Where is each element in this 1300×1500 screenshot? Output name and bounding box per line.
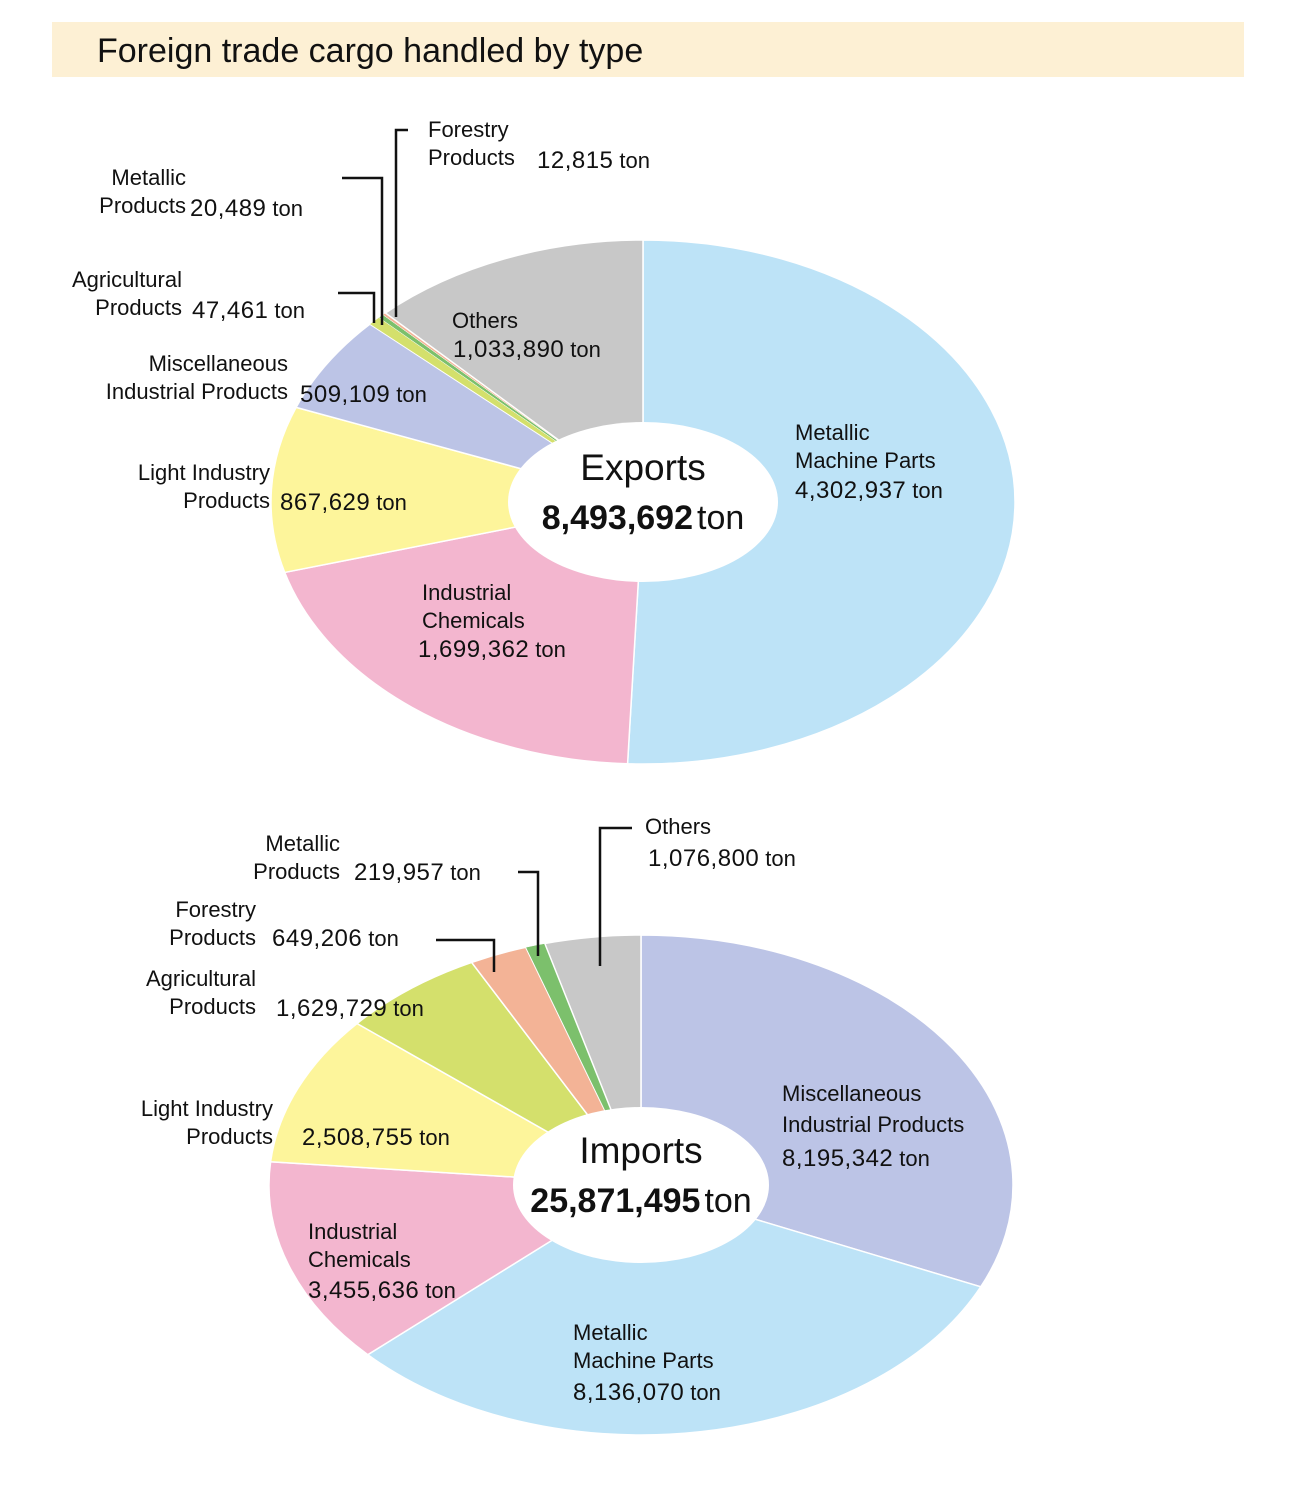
center-total: 8,493,692 ton xyxy=(542,499,745,537)
label-fp: Products xyxy=(169,925,256,950)
label-mp: Metallic xyxy=(265,831,340,856)
label-mp: Products xyxy=(99,193,186,218)
leader-line-fp xyxy=(436,938,496,972)
label-mip: Industrial Products xyxy=(782,1112,964,1137)
value-ag: 47,461 ton xyxy=(192,297,305,324)
label-lip: Products xyxy=(183,488,270,513)
value-mip: 8,195,342 ton xyxy=(782,1145,930,1172)
label-ic: Chemicals xyxy=(422,608,525,633)
value-fp: 649,206 ton xyxy=(272,925,399,952)
label-lip: Light Industry xyxy=(141,1096,273,1121)
value-ag: 1,629,729 ton xyxy=(276,995,424,1022)
leader-line-oth xyxy=(598,826,632,966)
value-lip: 2,508,755 ton xyxy=(302,1124,450,1151)
slice-mmp xyxy=(626,239,1016,765)
donut-hole xyxy=(513,1107,769,1263)
value-fp: 12,815 ton xyxy=(537,147,650,174)
label-fp: Products xyxy=(428,145,515,170)
label-mmp: Metallic xyxy=(795,420,870,445)
label-fp: Forestry xyxy=(175,897,256,922)
label-mmp: Machine Parts xyxy=(573,1348,714,1373)
value-mp: 20,489 ton xyxy=(190,195,303,222)
center-title: Exports xyxy=(580,447,705,488)
value-oth: 1,033,890 ton xyxy=(453,336,601,363)
slice-mmp xyxy=(366,1184,982,1436)
title-banner: Foreign trade cargo handled by type xyxy=(52,22,1244,77)
leader-line-ag xyxy=(338,291,376,323)
value-mmp: 4,302,937 ton xyxy=(795,477,943,504)
label-mmp: Machine Parts xyxy=(795,448,936,473)
value-mp: 219,957 ton xyxy=(354,859,481,886)
center-title: Imports xyxy=(579,1130,702,1171)
leader-line-mp xyxy=(518,870,540,956)
label-ag: Agricultural xyxy=(146,966,256,991)
label-oth: Others xyxy=(452,308,518,333)
label-mp: Products xyxy=(253,859,340,884)
value-ic: 3,455,636 ton xyxy=(308,1277,456,1304)
slice-ic xyxy=(283,501,644,765)
label-mip: Miscellaneous xyxy=(782,1081,921,1106)
chart-imports: Imports 25,871,495 ton Miscellaneous Industr… xyxy=(141,814,1014,1436)
label-oth: Others xyxy=(645,814,711,839)
label-ag: Products xyxy=(169,994,256,1019)
label-ag: Products xyxy=(95,295,182,320)
value-ic: 1,699,362 ton xyxy=(418,636,566,663)
label-mp: Metallic xyxy=(111,165,186,190)
page-title: Foreign trade cargo handled by type xyxy=(97,32,644,70)
label-mmp: Metallic xyxy=(573,1320,648,1345)
label-mip: Miscellaneous xyxy=(149,351,288,376)
leader-line-fp xyxy=(394,128,408,317)
label-mip: Industrial Products xyxy=(106,379,288,404)
label-ic: Industrial xyxy=(308,1219,397,1244)
label-lip: Products xyxy=(186,1124,273,1149)
slice-lip xyxy=(270,406,644,574)
label-fp: Forestry xyxy=(428,117,509,142)
label-ag: Agricultural xyxy=(72,267,182,292)
label-ic: Chemicals xyxy=(308,1247,411,1272)
chart-exports: Exports 8,493,692 ton Metallic Machine Parts… xyxy=(72,117,1016,765)
value-mmp: 8,136,070 ton xyxy=(573,1379,721,1406)
value-mip: 509,109 ton xyxy=(300,381,427,408)
center-total: 25,871,495 ton xyxy=(530,1182,751,1220)
label-ic: Industrial xyxy=(422,580,511,605)
donut-hole xyxy=(508,422,778,582)
leader-line-mp xyxy=(342,176,384,325)
value-lip: 867,629 ton xyxy=(280,489,407,516)
value-oth: 1,076,800 ton xyxy=(648,845,796,872)
label-lip: Light Industry xyxy=(138,460,270,485)
